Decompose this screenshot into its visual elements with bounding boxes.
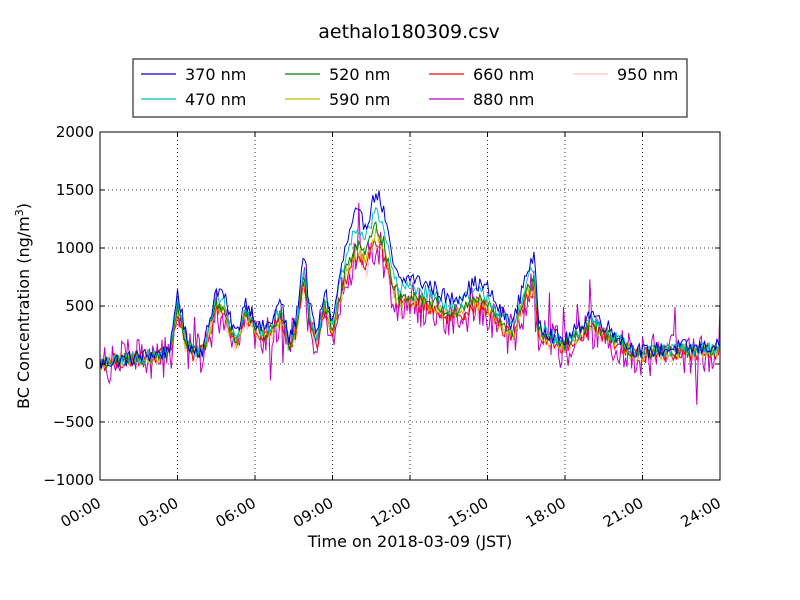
series-line <box>99 202 721 405</box>
y-tick-label: 0 <box>84 355 94 373</box>
legend-label: 370 nm <box>185 65 246 84</box>
y-tick-label: −500 <box>53 413 94 431</box>
series-line <box>99 190 721 369</box>
y-tick-label: 1000 <box>56 239 94 257</box>
y-axis-label-superscript: 3 <box>13 209 26 216</box>
x-axis-tick-labels: 00:00 03:00 06:00 09:00 12:00 15:00 18:00 21:00… <box>58 494 724 531</box>
x-tick-label: 00:00 <box>58 494 104 531</box>
chart-title: aethalo180309.csv <box>318 21 500 43</box>
x-tick-label: 21:00 <box>600 494 646 531</box>
x-tick-label: 09:00 <box>290 494 336 531</box>
x-tick-label: 03:00 <box>135 494 181 531</box>
y-axis-label-end: ) <box>14 203 33 209</box>
x-tick-label: 15:00 <box>445 494 491 531</box>
plot-area <box>99 131 721 481</box>
x-tick-label: 12:00 <box>368 494 414 531</box>
y-tick-label: −1000 <box>43 471 94 489</box>
x-axis-label: Time on 2018-03-09 (JST) <box>307 532 512 551</box>
y-axis-tick-labels: −1000 −500 0 500 1000 1500 2000 <box>43 123 94 489</box>
x-tick-label: 18:00 <box>523 494 569 531</box>
legend-label: 880 nm <box>473 90 534 109</box>
legend-label: 660 nm <box>473 65 534 84</box>
legend-label: 950 nm <box>617 65 678 84</box>
y-axis-label: BC Concentration (ng/m3) <box>13 203 33 409</box>
legend: 370 nm 470 nm 520 nm 590 nm 660 nm 880 nm 950 … <box>132 58 688 118</box>
series-lines <box>99 190 721 405</box>
legend-label: 590 nm <box>329 90 390 109</box>
legend-label: 520 nm <box>329 65 390 84</box>
grid <box>100 132 720 480</box>
y-tick-label: 500 <box>65 297 94 315</box>
legend-label: 470 nm <box>185 90 246 109</box>
x-tick-label: 06:00 <box>213 494 259 531</box>
y-axis-label-main: BC Concentration (ng/m <box>14 216 33 409</box>
y-tick-label: 2000 <box>56 123 94 141</box>
tick-marks <box>99 131 721 481</box>
legend-box <box>132 58 688 118</box>
x-tick-label: 24:00 <box>678 494 724 531</box>
y-tick-label: 1500 <box>56 181 94 199</box>
